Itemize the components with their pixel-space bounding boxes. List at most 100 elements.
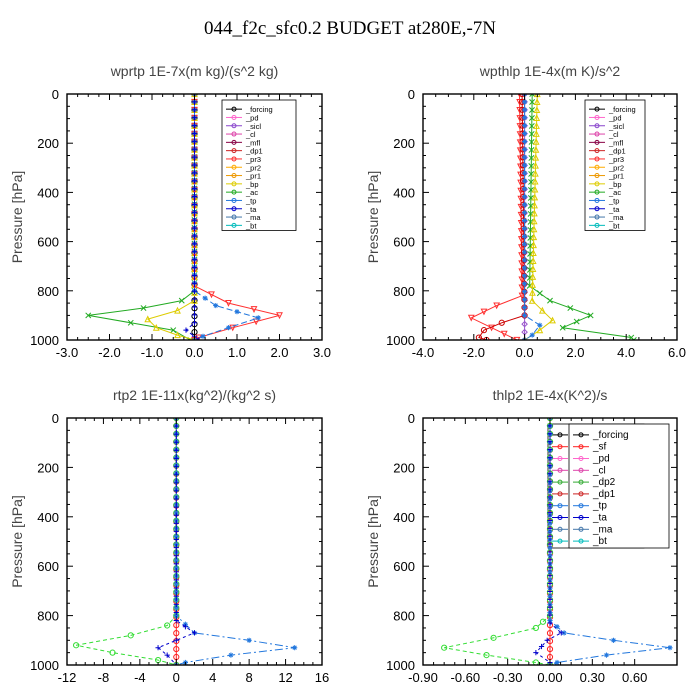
data-point	[539, 618, 547, 625]
legend-marker	[594, 173, 600, 179]
legend-marker	[578, 444, 584, 450]
data-point	[547, 297, 553, 304]
x-tick-label: 4	[209, 670, 216, 685]
data-point	[537, 322, 543, 328]
data-point	[183, 327, 189, 333]
data-point	[191, 320, 198, 326]
x-tick-label: -0.30	[493, 670, 523, 685]
data-point	[191, 272, 198, 279]
data-point	[532, 659, 539, 665]
y-tick-label: 800	[37, 609, 59, 624]
data-point	[191, 304, 198, 310]
x-tick-label: 1.0	[228, 345, 246, 360]
data-point	[547, 565, 553, 571]
legend-entry: _sicl	[608, 122, 624, 131]
data-point	[522, 170, 528, 176]
data-point	[173, 637, 179, 643]
x-tick-label: 16	[315, 670, 329, 685]
data-point	[191, 186, 198, 192]
data-point	[522, 257, 528, 263]
data-point	[522, 217, 528, 224]
legend-marker	[231, 214, 237, 220]
data-point	[173, 569, 179, 575]
legend-marker	[578, 526, 584, 532]
data-point	[547, 510, 553, 516]
legend-marker	[578, 491, 584, 497]
series-group	[441, 418, 673, 665]
legend-marker	[594, 156, 600, 162]
data-point	[528, 296, 536, 304]
legend-marker	[594, 189, 600, 195]
legend-entry: _dp1	[245, 147, 263, 156]
data-point	[480, 327, 488, 334]
data-point	[532, 153, 540, 161]
data-point	[173, 520, 179, 526]
data-point	[531, 201, 538, 209]
data-point	[475, 334, 482, 340]
y-tick-label: 400	[37, 510, 59, 525]
chart-panel-2: wpthlp 1E-4x(m K)/s^2 Pressure [hPa] -4.0 -…	[365, 63, 686, 360]
data-point	[547, 423, 553, 429]
data-point	[528, 131, 535, 137]
data-point	[208, 291, 215, 299]
data-point	[531, 169, 539, 177]
data-point	[573, 318, 580, 325]
x-tick-label: -8	[98, 670, 110, 685]
plot-frame	[66, 417, 323, 666]
data-point	[547, 525, 553, 531]
data-point	[546, 630, 554, 637]
legend-marker	[231, 164, 237, 170]
data-point	[173, 617, 179, 624]
data-point	[174, 306, 181, 314]
y-axis-label: Pressure [hPa]	[9, 495, 25, 588]
x-tick-label: 0.60	[622, 670, 647, 685]
data-point	[276, 312, 283, 320]
y-tick-label: 400	[393, 510, 415, 525]
data-point	[191, 264, 198, 271]
data-point	[533, 650, 539, 656]
y-tick-label: 400	[393, 185, 415, 200]
legend-entry: _pr2	[245, 163, 261, 172]
data-point	[522, 186, 528, 192]
data-point	[191, 209, 198, 215]
data-point	[182, 624, 188, 630]
data-point	[547, 470, 553, 476]
data-point	[522, 178, 528, 184]
data-point	[191, 99, 198, 105]
data-point	[529, 288, 536, 296]
legend-marker	[557, 432, 563, 438]
x-tick-label: -0.60	[451, 670, 481, 685]
data-point	[191, 296, 198, 304]
legend-entry: _bp	[245, 180, 259, 189]
legend-marker	[231, 173, 237, 179]
y-tick-label: 0	[408, 411, 415, 426]
legend-entry: _ma	[592, 524, 613, 535]
data-point	[173, 630, 180, 637]
data-point	[603, 652, 610, 658]
data-point	[547, 573, 553, 579]
y-tick-label: 600	[393, 559, 415, 574]
data-point	[191, 249, 198, 255]
legend-marker	[557, 515, 563, 520]
legend-entry: _mfl	[245, 138, 261, 147]
data-point	[547, 478, 553, 484]
legend-marker	[231, 197, 237, 203]
data-point	[546, 645, 554, 653]
series-line	[444, 418, 551, 665]
chart-title: wpthlp 1E-4x(m K)/s^2	[479, 63, 621, 79]
legend-entry: _pr3	[245, 155, 261, 164]
data-point	[255, 315, 261, 321]
y-tick-label: 200	[37, 460, 59, 475]
data-point	[531, 193, 539, 201]
legend-marker	[594, 123, 600, 129]
data-point	[513, 336, 521, 340]
legend-entry: _forcing	[245, 105, 273, 114]
data-point	[533, 106, 541, 113]
y-tick-label: 0	[52, 87, 59, 102]
data-point	[170, 327, 177, 334]
legend-entry: _sicl	[245, 122, 261, 131]
y-axis-label: Pressure [hPa]	[9, 171, 25, 264]
data-point	[536, 326, 544, 334]
data-point	[533, 98, 541, 106]
